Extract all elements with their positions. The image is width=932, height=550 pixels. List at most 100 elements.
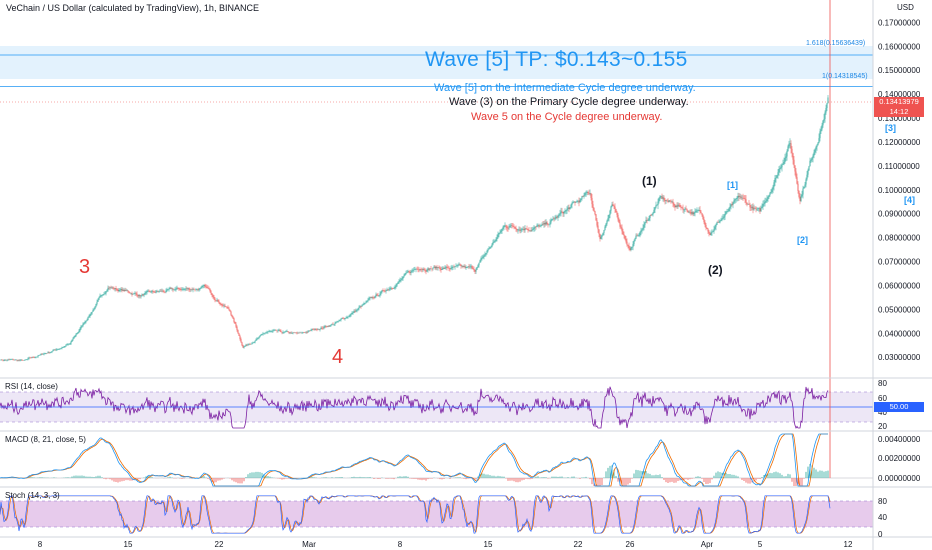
candle — [444, 265, 446, 270]
candle — [791, 146, 793, 158]
candle — [317, 328, 319, 331]
candle — [484, 251, 486, 258]
candle — [8, 358, 10, 361]
candle — [395, 283, 397, 289]
candle — [352, 311, 354, 315]
candle — [725, 210, 727, 215]
candle — [667, 198, 669, 204]
candle — [761, 203, 763, 209]
candle — [746, 202, 748, 207]
candle — [624, 235, 626, 241]
candle — [778, 166, 780, 176]
candle — [244, 345, 246, 347]
candle — [157, 290, 159, 293]
candle — [750, 204, 752, 211]
candle — [284, 331, 286, 333]
time-tick-5: 15 — [484, 540, 493, 549]
candle — [567, 204, 569, 212]
candle — [787, 144, 789, 152]
candle — [240, 337, 242, 343]
candle — [486, 249, 488, 255]
candle — [826, 102, 828, 112]
candle — [380, 290, 382, 296]
candle — [263, 333, 265, 335]
candle — [36, 356, 38, 358]
candle — [44, 352, 46, 355]
candle — [502, 225, 504, 231]
candle — [706, 227, 708, 230]
candle — [440, 266, 442, 273]
time-tick-2: 22 — [215, 540, 224, 549]
candle — [124, 287, 126, 292]
candle — [601, 234, 603, 240]
candle — [90, 312, 92, 316]
candle — [796, 173, 798, 185]
price-tick-9: 0.08000000 — [878, 234, 921, 243]
candle — [114, 288, 116, 292]
candle — [428, 267, 430, 271]
candle — [795, 168, 797, 179]
candle — [364, 302, 366, 305]
candle — [710, 230, 712, 236]
candle — [299, 331, 301, 334]
candle — [130, 292, 132, 295]
candle — [93, 307, 95, 311]
time-tick-1: 15 — [124, 540, 133, 549]
candle — [172, 287, 174, 293]
candle — [630, 246, 632, 252]
candle — [248, 343, 250, 346]
candle — [645, 216, 647, 224]
candle — [62, 346, 64, 348]
candle — [337, 320, 339, 323]
candle — [675, 204, 677, 208]
time-axis[interactable]: 8 15 22 Mar 8 15 22 26 Apr 5 12 — [38, 540, 853, 549]
candle — [650, 213, 652, 217]
candle — [436, 264, 438, 271]
candle — [559, 209, 561, 217]
candle — [432, 267, 434, 271]
candle — [497, 231, 499, 239]
candle — [629, 246, 631, 252]
candle — [308, 330, 310, 332]
candle — [375, 292, 377, 298]
candle — [51, 351, 53, 354]
candle — [794, 165, 796, 176]
candle — [783, 157, 785, 166]
candle — [133, 292, 135, 295]
candle — [59, 348, 61, 350]
candle — [150, 290, 152, 294]
candle — [740, 194, 742, 200]
candle — [394, 284, 396, 290]
time-tick-7: 26 — [626, 540, 635, 549]
candle — [43, 352, 45, 356]
candle — [751, 204, 753, 211]
candle — [200, 286, 202, 290]
candle — [505, 224, 507, 230]
candle — [141, 293, 143, 297]
candle — [752, 203, 754, 214]
candle — [341, 317, 343, 320]
candle — [824, 110, 826, 123]
candle — [538, 224, 540, 229]
candle — [415, 268, 417, 273]
candle — [21, 359, 23, 361]
candle — [536, 223, 538, 228]
candle — [623, 231, 625, 239]
candle — [533, 225, 535, 233]
fib-label-1618: 1.618(0.15636439) — [806, 40, 866, 47]
candle — [223, 303, 225, 309]
candle — [18, 359, 20, 362]
candle — [679, 203, 681, 208]
price-axis[interactable]: 0.17000000 0.16000000 0.15000000 0.14000000… — [878, 18, 921, 362]
candle — [625, 235, 627, 244]
candle — [342, 316, 344, 319]
candle — [774, 174, 776, 187]
candle — [781, 163, 783, 172]
candle — [362, 303, 364, 306]
candle — [355, 308, 357, 313]
candle — [193, 287, 195, 290]
candle — [714, 224, 716, 231]
candle — [483, 253, 485, 260]
candle — [663, 195, 665, 203]
candle — [69, 342, 71, 346]
